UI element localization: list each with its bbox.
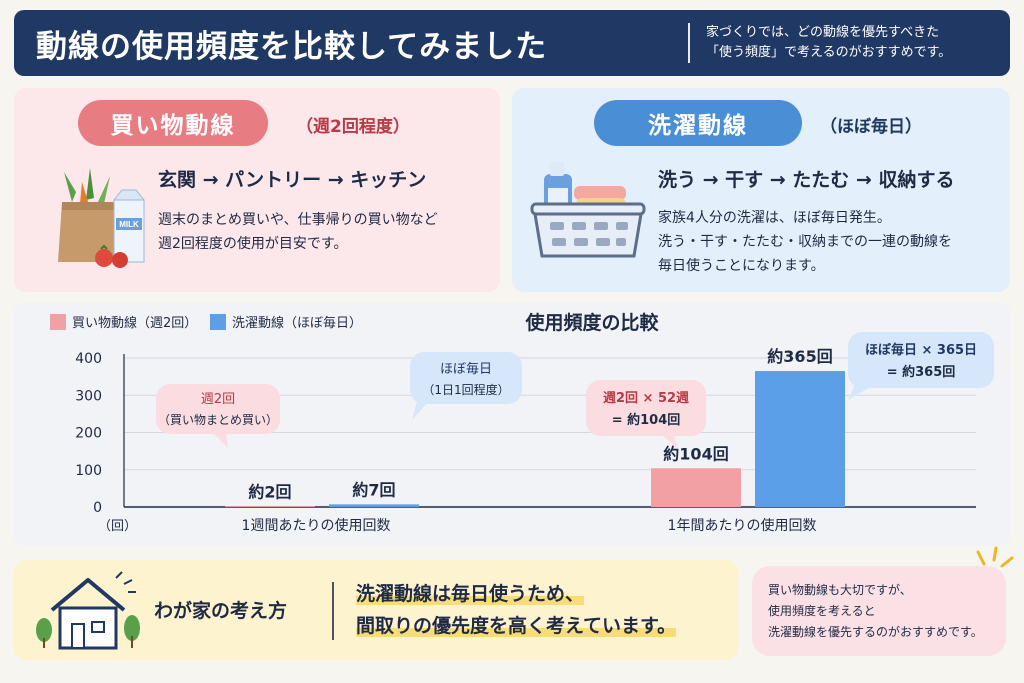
shopping-route-label: 買い物動線 — [78, 100, 268, 146]
annotation-week-shopping-line1: 週2回 — [201, 392, 235, 407]
x-category-label: 1週間あたりの使用回数 — [242, 517, 391, 534]
y-unit-label: （回） — [98, 519, 137, 534]
note-line2: 使用頻度を考えると — [768, 604, 876, 618]
laundry-desc-line3: 毎日使うことになります。 — [658, 258, 825, 274]
annotation-week-shopping: 週2回 （買い物まとめ買い） — [156, 384, 280, 448]
our-approach-line1: 洗濯動線は毎日使うため、 — [356, 583, 585, 605]
recommendation-note: 買い物動線も大切ですが、 使用頻度を考えると 洗濯動線を優先するのがおすすめです… — [752, 566, 1006, 656]
our-approach-message: 洗濯動線は毎日使うため、 間取りの優先度を高く考えています。 — [356, 578, 677, 642]
our-approach-title: わが家の考え方 — [154, 600, 288, 622]
bar-laundry — [755, 371, 845, 507]
chart-title: 使用頻度の比較 — [524, 311, 659, 334]
our-approach-divider — [332, 582, 334, 640]
shopping-frequency: （週2回程度） — [296, 117, 410, 137]
shopping-desc-line2: 週2回程度の使用が目安です。 — [158, 236, 348, 252]
y-tick-label: 200 — [75, 426, 102, 442]
y-tick-label: 100 — [75, 463, 102, 479]
laundry-desc-line2: 洗う・干す・たたむ・収納までの一連の動線を — [658, 234, 952, 250]
sparkle-icon — [976, 546, 1014, 568]
header-banner: 動線の使用頻度を比較してみました 家づくりでは、どの動線を優先すべきた 「使う頻… — [14, 10, 1010, 76]
bar-value-label: 約7回 — [352, 480, 395, 499]
bar-shopping — [225, 506, 315, 507]
y-tick-label: 300 — [75, 388, 102, 404]
annotation-year-shopping-line1: 週2回 × 52週 — [603, 391, 689, 406]
bar-laundry — [329, 504, 419, 507]
laundry-desc-line1: 家族4人分の洗濯は、ほぼ毎日発生。 — [658, 210, 891, 226]
grocery-bag-icon: MILK — [58, 168, 146, 268]
laundry-route-card: 洗濯動線 （ほぼ毎日） 洗う → 干す → たたむ → 収納する 家族4人分の洗… — [512, 88, 1010, 292]
shopping-route-card: 買い物動線 （週2回程度） MILK 玄関 → パントリー → キッチン 週末の… — [14, 88, 500, 292]
shopping-description: 週末のまとめ買いや、仕事帰りの買い物など 週2回程度の使用が目安です。 — [158, 208, 438, 256]
frequency-chart-panel: 買い物動線（週2回） 洗濯動線（ほぼ毎日） 使用頻度の比較 0 100 200 300… — [14, 302, 1010, 546]
laundry-basket-icon — [530, 162, 646, 258]
laundry-description: 家族4人分の洗濯は、ほぼ毎日発生。 洗う・干す・たたむ・収納までの一連の動線を … — [658, 206, 952, 278]
milk-label-text: MILK — [119, 220, 139, 229]
recommendation-note-text: 買い物動線も大切ですが、 使用頻度を考えると 洗濯動線を優先するのがおすすめです… — [768, 580, 983, 643]
page-title: 動線の使用頻度を比較してみました — [36, 28, 548, 65]
annotation-week-shopping-line2: （買い物まとめ買い） — [158, 413, 278, 427]
our-approach-box: わが家の考え方 洗濯動線は毎日使うため、 間取りの優先度を高く考えています。 — [14, 560, 738, 660]
annotation-week-laundry-line2: （1日1回程度） — [422, 382, 509, 397]
annotation-year-shopping-line2: = 約104回 — [612, 412, 681, 428]
header-desc-line1: 家づくりでは、どの動線を優先すべきた — [706, 25, 940, 40]
bar-value-label: 約104回 — [663, 444, 728, 463]
laundry-frequency: （ほぼ毎日） — [820, 117, 922, 137]
annotation-year-laundry: ほぼ毎日 × 365日 = 約365回 — [848, 332, 994, 400]
note-line3: 洗濯動線を優先するのがおすすめです。 — [768, 625, 983, 639]
annotation-week-laundry: ほぼ毎日 （1日1回程度） — [410, 352, 522, 420]
shopping-desc-line1: 週末のまとめ買いや、仕事帰りの買い物など — [158, 212, 438, 228]
house-icon — [36, 571, 140, 650]
y-tick-label: 400 — [75, 351, 102, 367]
annotation-year-shopping: 週2回 × 52週 = 約104回 — [586, 380, 706, 448]
legend-label-shopping: 買い物動線（週2回） — [72, 315, 197, 331]
legend-swatch-shopping — [50, 314, 66, 330]
shopping-route-steps: 玄関 → パントリー → キッチン — [158, 169, 427, 191]
header-desc-line2: 「使う頻度」で考えるのがおすすめです。 — [706, 45, 952, 60]
bar-shopping — [651, 468, 741, 507]
laundry-route-label: 洗濯動線 — [594, 100, 802, 146]
header-description: 家づくりでは、どの動線を優先すべきた 「使う頻度」で考えるのがおすすめです。 — [706, 23, 951, 63]
annotation-year-laundry-line2: = 約365回 — [887, 364, 956, 380]
legend-label-laundry: 洗濯動線（ほぼ毎日） — [232, 315, 362, 331]
annotation-week-laundry-line1: ほぼ毎日 — [440, 361, 492, 377]
laundry-route-steps: 洗う → 干す → たたむ → 収納する — [658, 169, 955, 191]
bar-value-label: 約2回 — [248, 482, 291, 501]
bar-value-label: 約365回 — [767, 347, 832, 366]
frequency-chart: 買い物動線（週2回） 洗濯動線（ほぼ毎日） 使用頻度の比較 0 100 200 300… — [50, 311, 994, 534]
annotation-year-laundry-line1: ほぼ毎日 × 365日 — [865, 342, 977, 358]
legend-swatch-laundry — [210, 314, 226, 330]
note-line1: 買い物動線も大切ですが、 — [768, 583, 912, 597]
y-tick-label: 0 — [93, 500, 102, 516]
our-approach-line2: 間取りの優先度を高く考えています。 — [356, 615, 677, 637]
x-category-label: 1年間あたりの使用回数 — [668, 517, 817, 534]
header-divider — [688, 23, 690, 63]
